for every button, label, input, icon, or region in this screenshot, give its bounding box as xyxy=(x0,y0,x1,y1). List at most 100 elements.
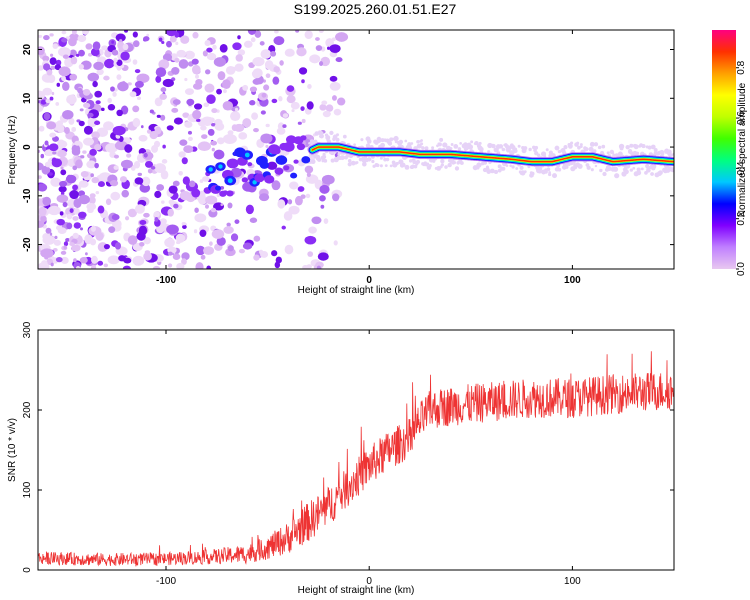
halo-dot xyxy=(485,165,489,169)
noise-blob xyxy=(132,31,138,38)
noise-blob xyxy=(156,114,161,118)
noise-blob xyxy=(71,244,81,252)
noise-blob xyxy=(203,246,215,255)
noise-blob xyxy=(226,222,231,227)
noise-blob xyxy=(52,247,58,252)
noise-blob xyxy=(238,248,245,254)
noise-blob xyxy=(96,68,104,76)
noise-blob xyxy=(49,132,57,138)
noise-blob xyxy=(315,37,320,41)
noise-blob xyxy=(62,109,74,120)
noise-blob xyxy=(58,66,71,77)
noise-blob xyxy=(259,193,270,202)
noise-blob xyxy=(143,36,150,42)
noise-blob xyxy=(210,140,218,146)
noise-blob xyxy=(234,63,244,72)
halo-dot xyxy=(476,162,482,168)
noise-blob xyxy=(105,143,118,153)
noise-blob xyxy=(184,88,195,96)
transition-blob xyxy=(283,165,290,171)
noise-blob xyxy=(116,64,122,71)
noise-blob xyxy=(203,102,210,108)
halo-dot xyxy=(564,165,569,169)
noise-blob xyxy=(146,33,150,37)
noise-blob xyxy=(63,245,67,250)
noise-blob xyxy=(70,56,78,65)
noise-blob xyxy=(220,203,224,207)
noise-blob xyxy=(325,104,334,112)
halo-dot xyxy=(650,172,654,176)
noise-blob xyxy=(120,51,130,61)
noise-blob xyxy=(206,94,216,104)
noise-blob xyxy=(81,30,90,35)
halo-dot xyxy=(413,164,418,169)
snr-plot-area xyxy=(38,330,674,570)
noise-blob xyxy=(64,127,70,135)
halo-dot xyxy=(523,146,528,151)
transition-blob xyxy=(296,143,306,151)
halo-dot xyxy=(336,133,340,137)
halo-dot xyxy=(611,152,615,155)
noise-blob xyxy=(62,201,68,208)
noise-blob xyxy=(205,204,210,209)
noise-blob xyxy=(125,216,130,221)
noise-blob xyxy=(173,203,179,209)
transition-blob xyxy=(274,167,284,175)
noise-blob xyxy=(227,202,233,209)
colorbar-gradient xyxy=(712,30,736,269)
noise-blob xyxy=(80,227,83,231)
halo-dot xyxy=(342,134,347,139)
halo-dot xyxy=(437,142,442,147)
halo-dot xyxy=(415,159,421,164)
noise-blob xyxy=(318,195,326,202)
noise-blob xyxy=(277,122,285,130)
noise-blob xyxy=(273,36,285,46)
noise-blob xyxy=(259,249,264,255)
noise-blob xyxy=(296,47,307,57)
halo-dot xyxy=(440,159,445,164)
noise-blob xyxy=(210,207,217,213)
noise-blob xyxy=(222,133,237,144)
noise-blob xyxy=(263,84,270,91)
noise-blob xyxy=(122,265,131,269)
noise-blob xyxy=(270,50,277,57)
noise-blob xyxy=(168,185,178,194)
noise-blob xyxy=(162,53,173,62)
halo-dot xyxy=(332,134,338,140)
noise-blob xyxy=(66,94,77,105)
noise-blob xyxy=(333,240,338,246)
halo-dot xyxy=(647,145,652,150)
noise-blob xyxy=(45,227,52,234)
noise-blob xyxy=(41,165,51,175)
noise-blob xyxy=(52,43,59,49)
noise-blob xyxy=(179,191,192,201)
halo-dot xyxy=(602,171,607,177)
noise-blob xyxy=(211,147,215,152)
noise-blob xyxy=(282,124,287,129)
noise-blob xyxy=(166,30,177,37)
transition-blob xyxy=(275,155,288,165)
halo-dot xyxy=(339,155,345,161)
halo-dot xyxy=(547,172,552,177)
noise-blob xyxy=(277,199,286,209)
noise-blob xyxy=(289,181,299,190)
noise-blob xyxy=(260,49,272,59)
halo-dot xyxy=(331,159,335,163)
halo-dot xyxy=(650,144,656,150)
noise-blob xyxy=(174,57,180,63)
noise-blob xyxy=(173,117,183,125)
noise-blob xyxy=(179,139,188,146)
colorbar-tick-label: 0.6 xyxy=(736,111,747,125)
noise-blob xyxy=(242,242,253,250)
noise-blob xyxy=(144,160,154,168)
noise-blob xyxy=(134,177,144,185)
noise-blob xyxy=(230,233,239,242)
noise-blob xyxy=(199,229,207,237)
noise-blob xyxy=(162,144,166,149)
noise-blob xyxy=(279,60,284,66)
halo-dot xyxy=(308,141,311,145)
noise-blob xyxy=(275,256,282,264)
noise-blob xyxy=(78,194,90,205)
noise-blob xyxy=(78,63,84,70)
noise-blob xyxy=(166,40,172,48)
